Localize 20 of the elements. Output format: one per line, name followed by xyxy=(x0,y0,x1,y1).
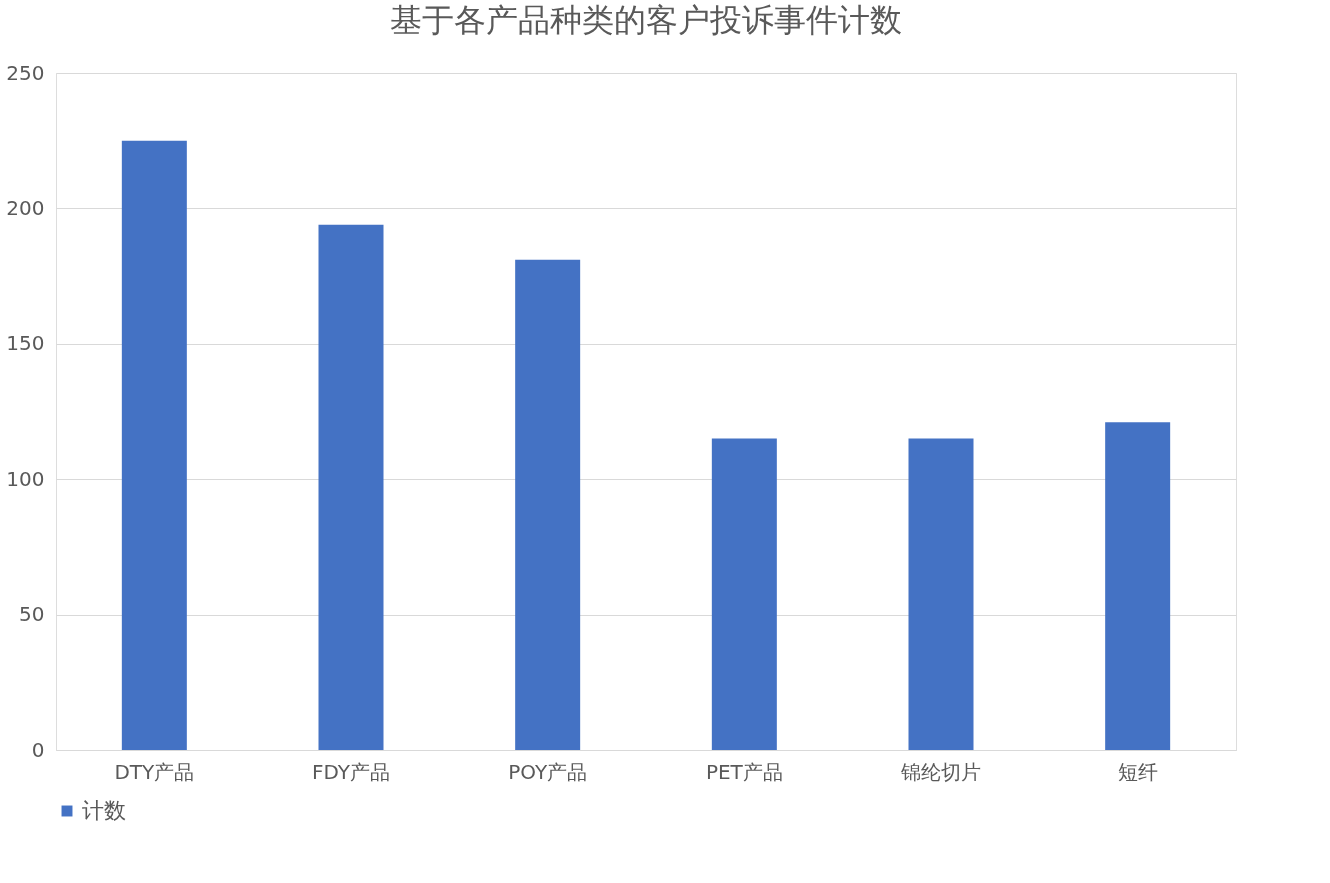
bar xyxy=(318,224,384,750)
legend-label: 计数 xyxy=(82,798,126,823)
x-tick-label: 短纤 xyxy=(1117,759,1158,784)
x-tick-label: DTY产品 xyxy=(114,759,195,784)
x-tick-label: 锦纶切片 xyxy=(900,759,981,784)
chart-title: 基于各产品种类的客户投诉事件计数 xyxy=(390,1,902,39)
bar xyxy=(711,438,777,750)
x-tick-label: PET产品 xyxy=(705,759,783,784)
y-tick-label: 50 xyxy=(19,602,45,627)
y-tick-label: 200 xyxy=(6,195,45,220)
x-tick-label: FDY产品 xyxy=(311,759,391,784)
bar xyxy=(908,438,974,750)
x-tick-label: POY产品 xyxy=(508,759,588,784)
bar xyxy=(515,259,581,750)
bar xyxy=(121,140,187,750)
y-tick-label: 0 xyxy=(31,737,45,762)
y-tick-label: 150 xyxy=(6,331,45,356)
bar xyxy=(1105,422,1171,750)
y-tick-label: 250 xyxy=(6,60,45,85)
y-tick-label: 100 xyxy=(6,466,45,491)
